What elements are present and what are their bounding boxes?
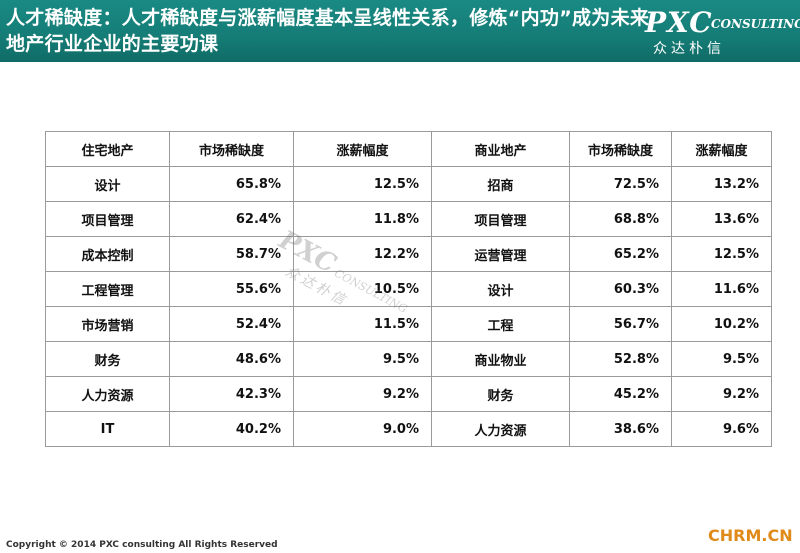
table-cell: 72.5% — [569, 166, 672, 202]
table-cell: 12.2% — [293, 236, 432, 272]
talent-scarcity-table: 住宅地产 市场稀缺度 涨薪幅度 商业地产 市场稀缺度 涨薪幅度 设计 65.8% 1… — [45, 131, 772, 447]
table-cell: 10.2% — [671, 306, 772, 342]
table-cell: 工程管理 — [45, 271, 170, 307]
table-row: 人力资源 42.3% 9.2% 财务 45.2% 9.2% — [45, 376, 772, 412]
header-cell: 涨薪幅度 — [293, 131, 432, 167]
table-cell: 65.8% — [169, 166, 294, 202]
table-cell: 38.6% — [569, 411, 672, 447]
talent-scarcity-table-container: 住宅地产 市场稀缺度 涨薪幅度 商业地产 市场稀缺度 涨薪幅度 设计 65.8% 1… — [45, 131, 772, 447]
table-row: 项目管理 62.4% 11.8% 项目管理 68.8% 13.6% — [45, 201, 772, 237]
logo-brand: PXC — [645, 6, 713, 39]
table-cell: 设计 — [45, 166, 170, 202]
pxc-logo: PXC CONSULTING 众达朴信 — [645, 6, 800, 57]
header-cell: 住宅地产 — [45, 131, 170, 167]
table-cell: 11.5% — [293, 306, 432, 342]
table-cell: 财务 — [431, 376, 570, 412]
table-cell: 9.2% — [671, 376, 772, 412]
copyright-text: Copyright © 2014 PXC consulting All Righ… — [6, 540, 278, 550]
table-row: 成本控制 58.7% 12.2% 运营管理 65.2% 12.5% — [45, 236, 772, 272]
table-cell: 9.5% — [671, 341, 772, 377]
table-cell: 55.6% — [169, 271, 294, 307]
table-cell: 9.0% — [293, 411, 432, 447]
table-cell: 商业物业 — [431, 341, 570, 377]
table-row: 市场营销 52.4% 11.5% 工程 56.7% 10.2% — [45, 306, 772, 342]
table-cell: 9.6% — [671, 411, 772, 447]
table-row: 财务 48.6% 9.5% 商业物业 52.8% 9.5% — [45, 341, 772, 377]
table-cell: 招商 — [431, 166, 570, 202]
table-cell: 45.2% — [569, 376, 672, 412]
table-cell: 9.2% — [293, 376, 432, 412]
header-cell: 涨薪幅度 — [671, 131, 772, 167]
header-cell: 市场稀缺度 — [569, 131, 672, 167]
table-cell: 财务 — [45, 341, 170, 377]
table-cell: 65.2% — [569, 236, 672, 272]
table-row: 工程管理 55.6% 10.5% 设计 60.3% 11.6% — [45, 271, 772, 307]
table-cell: 成本控制 — [45, 236, 170, 272]
table-header-row: 住宅地产 市场稀缺度 涨薪幅度 商业地产 市场稀缺度 涨薪幅度 — [45, 131, 772, 167]
table-cell: 56.7% — [569, 306, 672, 342]
table-cell: 9.5% — [293, 341, 432, 377]
table-cell: 42.3% — [169, 376, 294, 412]
table-cell: 68.8% — [569, 201, 672, 237]
slide-title: 人才稀缺度：人才稀缺度与涨薪幅度基本呈线性关系，修炼“内功”成为未来地产行业企业… — [6, 7, 650, 55]
table-cell: 58.7% — [169, 236, 294, 272]
table-cell: 11.6% — [671, 271, 772, 307]
logo-tagline: CONSULTING — [711, 17, 800, 31]
table-cell: 项目管理 — [45, 201, 170, 237]
table-cell: 设计 — [431, 271, 570, 307]
logo-chinese-name: 众达朴信 — [653, 41, 725, 57]
table-cell: 13.6% — [671, 201, 772, 237]
table-cell: 市场营销 — [45, 306, 170, 342]
table-cell: 12.5% — [293, 166, 432, 202]
site-watermark: CHRM.CN — [708, 526, 793, 545]
table-cell: 62.4% — [169, 201, 294, 237]
table-cell: 项目管理 — [431, 201, 570, 237]
table-cell: 52.8% — [569, 341, 672, 377]
table-cell: 运营管理 — [431, 236, 570, 272]
table-row: 设计 65.8% 12.5% 招商 72.5% 13.2% — [45, 166, 772, 202]
table-cell: 52.4% — [169, 306, 294, 342]
table-cell: 48.6% — [169, 341, 294, 377]
table-cell: 11.8% — [293, 201, 432, 237]
table-cell: 40.2% — [169, 411, 294, 447]
table-cell: 12.5% — [671, 236, 772, 272]
header-cell: 市场稀缺度 — [169, 131, 294, 167]
table-cell: 工程 — [431, 306, 570, 342]
table-row: IT 40.2% 9.0% 人力资源 38.6% 9.6% — [45, 411, 772, 447]
table-cell: 13.2% — [671, 166, 772, 202]
header-cell: 商业地产 — [431, 131, 570, 167]
slide-header: 人才稀缺度：人才稀缺度与涨薪幅度基本呈线性关系，修炼“内功”成为未来地产行业企业… — [0, 0, 800, 62]
table-cell: 60.3% — [569, 271, 672, 307]
table-cell: 人力资源 — [431, 411, 570, 447]
table-cell: IT — [45, 411, 170, 447]
table-cell: 人力资源 — [45, 376, 170, 412]
table-cell: 10.5% — [293, 271, 432, 307]
